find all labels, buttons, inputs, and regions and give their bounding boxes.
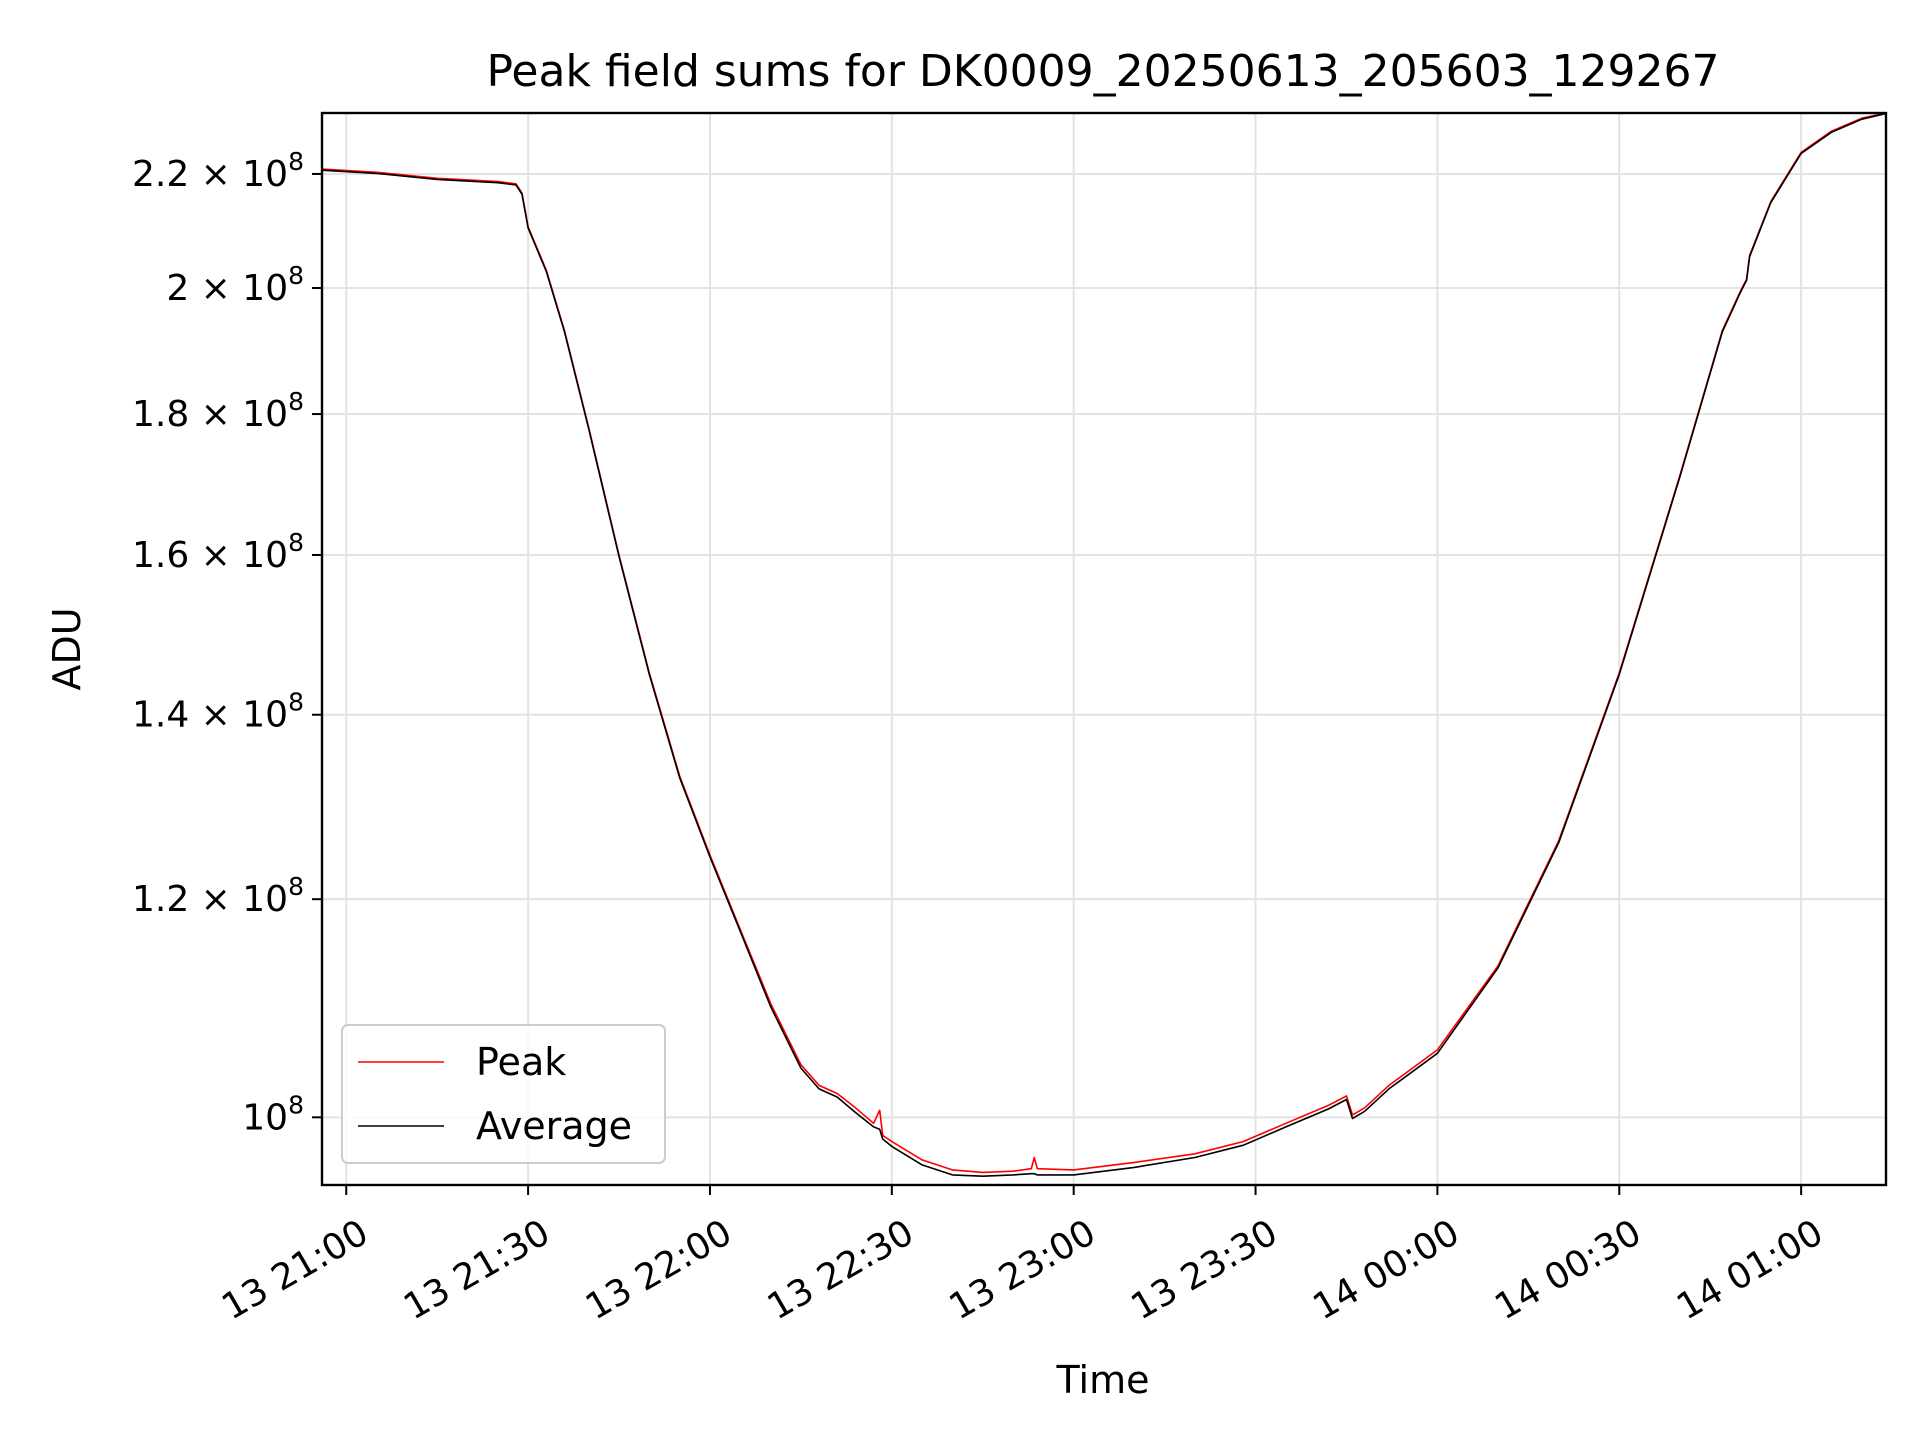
legend-box	[341, 1024, 666, 1164]
legend-label-peak: Peak	[476, 1040, 566, 1084]
y-tick-label: 1.6 × 108	[132, 528, 304, 576]
y-tick-label: 1.2 × 108	[132, 872, 304, 920]
y-tick-label: 2.2 × 108	[132, 147, 304, 195]
y-tick-label: 2 × 108	[166, 261, 304, 309]
legend-label-average: Average	[476, 1104, 632, 1148]
y-axis: 108 1.2 × 108 1.4 × 108 1.6 × 108 1.8 × 108 2…	[132, 147, 322, 1138]
series-line-average	[322, 113, 1886, 1177]
chart-title: Peak field sums for DK0009_20250613_2056…	[486, 46, 1719, 97]
series-layer	[322, 113, 1886, 1177]
grid	[322, 113, 1886, 1185]
y-tick-label: 108	[242, 1090, 304, 1138]
y-tick-label: 1.4 × 108	[132, 688, 304, 736]
y-axis-label: ADU	[45, 607, 89, 690]
legend: Peak Average	[341, 1024, 666, 1164]
y-tick-label: 1.8 × 108	[132, 387, 304, 435]
plot-frame	[320, 111, 1888, 1187]
x-axis-label: Time	[1056, 1358, 1150, 1402]
